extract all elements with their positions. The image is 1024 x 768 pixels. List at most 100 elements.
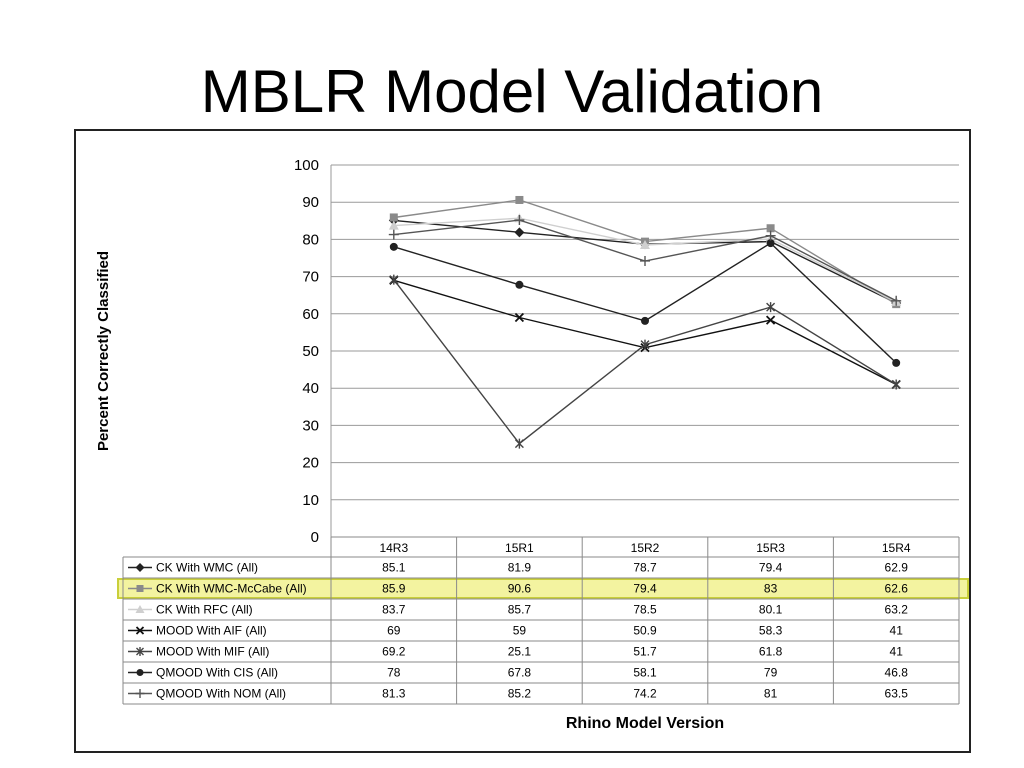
point-marker (136, 585, 144, 592)
data-value: 63.5 (885, 687, 909, 701)
data-value: 81.3 (382, 687, 406, 701)
data-value: 41 (890, 624, 904, 638)
point-marker (389, 274, 399, 285)
legend-label: MOOD With AIF (All) (156, 624, 267, 638)
point-marker (766, 224, 775, 233)
point-marker (135, 563, 145, 572)
legend-label: CK With RFC (All) (156, 603, 253, 617)
y-tick-label: 100 (294, 157, 319, 174)
point-marker (135, 626, 145, 635)
y-tick-label: 90 (302, 194, 319, 211)
series-line (393, 199, 897, 305)
point-marker (514, 215, 525, 226)
legend-key (128, 605, 152, 613)
y-axis-label: Percent Correctly Classified (95, 251, 112, 451)
data-value: 69.2 (382, 645, 406, 659)
data-value: 46.8 (885, 666, 909, 680)
data-value: 85.2 (508, 687, 532, 701)
data-value: 62.9 (885, 561, 909, 575)
point-marker (765, 230, 776, 241)
y-tick-label: 60 (302, 306, 319, 323)
series-6 (388, 215, 902, 306)
data-value: 50.9 (633, 624, 657, 638)
data-value: 85.9 (382, 582, 406, 596)
data-value: 78 (387, 666, 401, 680)
data-value: 58.3 (759, 624, 783, 638)
data-value: 83 (764, 582, 778, 596)
data-value: 41 (890, 645, 904, 659)
y-tick-label: 30 (302, 417, 319, 434)
point-marker (641, 316, 649, 325)
legend-key (128, 585, 152, 592)
point-marker (515, 280, 524, 289)
data-value: 69 (387, 624, 401, 638)
series-line (393, 279, 897, 445)
y-tick-label: 70 (302, 269, 319, 286)
series-5 (389, 239, 901, 367)
point-marker (891, 379, 901, 390)
point-marker (389, 242, 398, 251)
y-tick-label: 10 (302, 492, 319, 509)
slide-title: MBLR Model Validation (200, 58, 824, 125)
data-value: 81 (764, 687, 778, 701)
y-tick-label: 40 (302, 380, 319, 397)
y-tick-label: 50 (302, 343, 319, 360)
category-label: 15R2 (631, 541, 660, 555)
point-marker (514, 438, 524, 449)
data-value: 51.7 (633, 645, 657, 659)
legend-label: MOOD With MIF (All) (156, 645, 269, 659)
data-value: 63.2 (885, 603, 909, 617)
series-4 (389, 274, 901, 449)
point-marker (640, 255, 650, 266)
data-value: 79.4 (759, 561, 783, 575)
data-value: 85.1 (382, 561, 406, 575)
data-value: 80.1 (759, 603, 783, 617)
point-marker (640, 239, 650, 249)
point-marker (136, 669, 144, 676)
y-tick-label: 0 (311, 529, 319, 546)
point-marker (135, 689, 145, 698)
legend-label: CK With WMC (All) (156, 561, 258, 575)
data-value: 67.8 (508, 666, 532, 680)
legend-key (128, 626, 152, 635)
point-marker (640, 339, 650, 350)
point-marker (892, 358, 901, 367)
point-marker (135, 605, 145, 613)
point-marker (514, 227, 525, 238)
series-line (393, 279, 897, 386)
data-value: 61.8 (759, 645, 783, 659)
point-marker (766, 302, 776, 313)
data-value: 78.5 (633, 603, 657, 617)
category-label: 15R1 (505, 541, 534, 555)
data-value: 25.1 (508, 645, 532, 659)
point-marker (766, 239, 775, 248)
point-marker (891, 295, 902, 306)
point-marker (388, 220, 399, 230)
data-value: 81.9 (508, 561, 532, 575)
x-axis-label: Rhino Model Version (566, 715, 724, 732)
chart-frame: 0 10 20 30 40 50 60 70 80 90 100 Percent Correctly… (74, 129, 971, 753)
series-lines (388, 195, 902, 449)
point-marker (765, 315, 776, 325)
data-value: 78.7 (633, 561, 657, 575)
data-value: 85.7 (508, 603, 532, 617)
data-value: 79 (764, 666, 778, 680)
point-marker (389, 213, 398, 222)
data-table: 14R3 15R1 15R2 15R3 15R4 CK With WMC (All) 85.… (122, 536, 960, 705)
y-tick-label: 80 (302, 231, 319, 248)
data-value: 59 (513, 624, 527, 638)
y-tick-labels: 0 10 20 30 40 50 60 70 80 90 100 (294, 157, 319, 546)
legend-label: CK With WMC-McCabe (All) (156, 582, 307, 596)
legend-key (128, 669, 152, 676)
data-value: 58.1 (633, 666, 657, 680)
point-marker (515, 195, 524, 204)
data-value: 83.7 (382, 603, 406, 617)
point-marker (514, 312, 525, 323)
point-marker (136, 647, 144, 656)
y-tick-label: 20 (302, 455, 319, 472)
data-value: 62.6 (885, 582, 909, 596)
series-1 (389, 195, 901, 309)
data-value: 74.2 (633, 687, 657, 701)
legend-key (128, 689, 152, 698)
data-value: 90.6 (508, 582, 532, 596)
